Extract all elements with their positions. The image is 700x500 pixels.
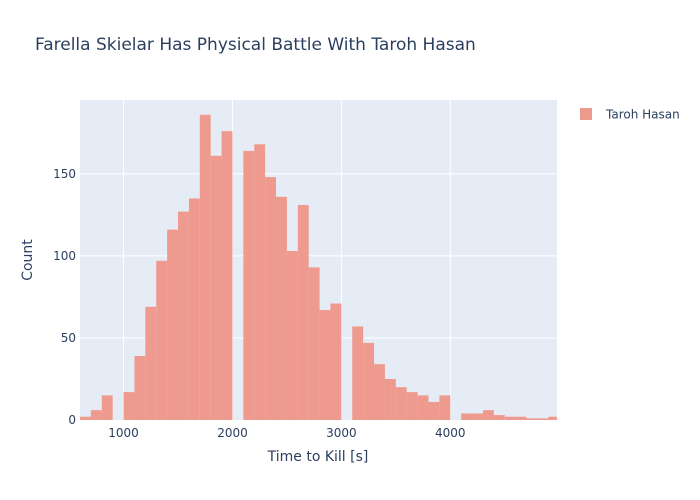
histogram-bar[interactable] (188, 198, 200, 420)
histogram-bar[interactable] (243, 150, 255, 420)
legend-label: Taroh Hasan (605, 108, 680, 122)
histogram-bar[interactable] (308, 267, 320, 420)
legend[interactable]: Taroh Hasan (580, 108, 680, 122)
histogram-bar[interactable] (330, 303, 342, 420)
y-tick-label: 50 (61, 331, 76, 345)
histogram-bar[interactable] (504, 416, 516, 420)
histogram-bar[interactable] (167, 229, 179, 420)
bars (80, 114, 557, 421)
histogram-bar[interactable] (363, 342, 375, 420)
histogram-bar[interactable] (199, 114, 211, 421)
histogram-bar[interactable] (123, 392, 135, 420)
histogram-bar[interactable] (352, 326, 364, 420)
histogram-bar[interactable] (90, 410, 102, 420)
legend-swatch[interactable] (580, 108, 592, 120)
histogram-bar[interactable] (439, 395, 451, 420)
y-tick-label: 100 (53, 249, 76, 263)
histogram-bar[interactable] (80, 416, 91, 420)
histogram-bar[interactable] (210, 155, 222, 421)
y-tick-label: 150 (53, 167, 76, 181)
histogram-bar[interactable] (101, 395, 113, 420)
y-axis-title: Count (20, 239, 36, 281)
histogram-bar[interactable] (417, 395, 429, 420)
histogram-bar[interactable] (145, 306, 157, 420)
x-axis-title: Time to Kill [s] (267, 449, 369, 465)
histogram-bar[interactable] (548, 416, 557, 420)
histogram-bar[interactable] (178, 211, 189, 420)
histogram-bar[interactable] (297, 205, 309, 420)
histogram-bar[interactable] (537, 418, 549, 420)
x-tick-label: 3000 (326, 426, 357, 440)
histogram-bar[interactable] (156, 260, 168, 420)
histogram-bar[interactable] (319, 310, 331, 420)
x-tick-label: 4000 (435, 426, 466, 440)
x-axis-ticks: 1000 2000 3000 4000 (108, 426, 465, 440)
histogram-bar[interactable] (286, 250, 298, 420)
histogram-bar[interactable] (221, 131, 233, 420)
histogram-bar[interactable] (472, 413, 483, 420)
histogram-bar[interactable] (395, 387, 407, 420)
x-tick-label: 1000 (108, 426, 139, 440)
histogram-bar[interactable] (384, 378, 396, 420)
histogram-bar[interactable] (428, 401, 440, 420)
y-tick-label: 0 (68, 413, 76, 427)
histogram-bar[interactable] (493, 415, 505, 420)
histogram-bar[interactable] (515, 416, 527, 420)
histogram-bar[interactable] (254, 144, 266, 421)
histogram-bar[interactable] (406, 392, 418, 420)
histogram-bar[interactable] (482, 410, 494, 420)
histogram-bar[interactable] (374, 364, 385, 420)
histogram-bar[interactable] (526, 418, 538, 420)
histogram-bar[interactable] (276, 196, 287, 420)
histogram-bar[interactable] (461, 413, 473, 420)
y-axis-ticks: 0 50 100 150 (53, 167, 76, 427)
histogram-bar[interactable] (265, 177, 277, 420)
histogram-bar[interactable] (134, 356, 146, 420)
x-tick-label: 2000 (217, 426, 248, 440)
chart-title: Farella Skielar Has Physical Battle With… (35, 35, 476, 55)
